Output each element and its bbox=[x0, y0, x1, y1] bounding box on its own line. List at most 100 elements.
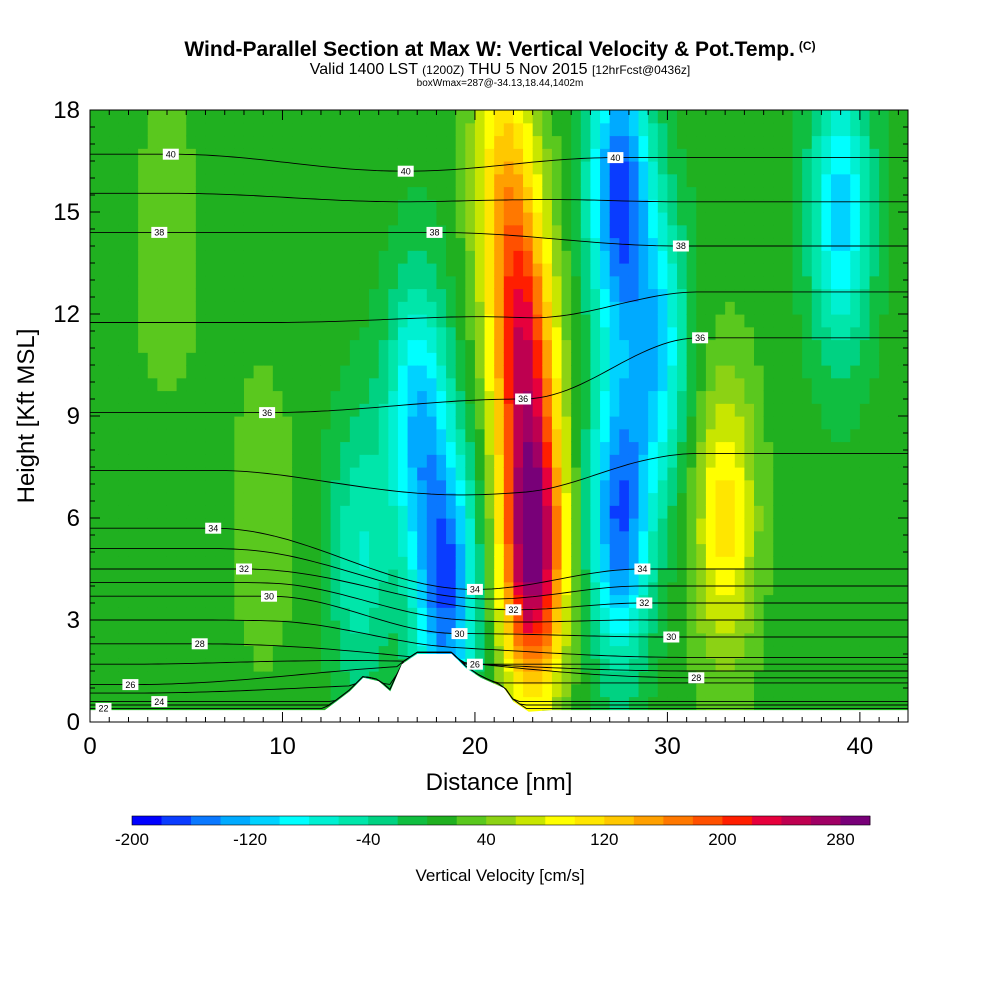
velocity-cell bbox=[802, 148, 813, 162]
velocity-cell bbox=[272, 212, 284, 226]
velocity-cell bbox=[503, 326, 515, 341]
velocity-cell bbox=[513, 403, 524, 417]
velocity-cell bbox=[677, 199, 688, 213]
velocity-cell bbox=[580, 301, 592, 315]
velocity-cell bbox=[195, 671, 207, 685]
velocity-cell bbox=[744, 110, 755, 124]
velocity-cell bbox=[561, 352, 572, 366]
velocity-cell bbox=[898, 237, 908, 251]
velocity-cell bbox=[311, 632, 322, 647]
velocity-cell bbox=[455, 212, 466, 226]
velocity-cell bbox=[263, 199, 274, 213]
velocity-cell bbox=[426, 403, 438, 417]
velocity-cell bbox=[417, 390, 428, 404]
velocity-cell bbox=[99, 530, 110, 545]
velocity-cell bbox=[792, 581, 803, 596]
velocity-cell bbox=[850, 479, 861, 494]
velocity-cell bbox=[600, 543, 611, 557]
velocity-cell bbox=[513, 212, 524, 226]
velocity-cell bbox=[600, 224, 611, 239]
velocity-cell bbox=[725, 467, 736, 481]
velocity-cell bbox=[205, 212, 216, 226]
velocity-cell bbox=[821, 620, 832, 634]
velocity-cell bbox=[118, 339, 130, 353]
velocity-cell bbox=[157, 645, 168, 659]
velocity-cell bbox=[667, 326, 678, 341]
velocity-cell bbox=[397, 505, 409, 519]
velocity-cell bbox=[609, 275, 620, 290]
velocity-cell bbox=[426, 173, 438, 188]
forecast-info: [12hrFcst@0436z] bbox=[591, 63, 691, 77]
velocity-cell bbox=[330, 428, 341, 443]
velocity-cell bbox=[879, 237, 890, 251]
velocity-cell bbox=[90, 326, 101, 341]
velocity-cell bbox=[301, 365, 312, 379]
velocity-cell bbox=[609, 416, 620, 430]
velocity-cell bbox=[763, 594, 774, 608]
velocity-cell bbox=[320, 301, 332, 315]
velocity-cell bbox=[667, 620, 678, 634]
velocity-cell bbox=[465, 467, 476, 481]
velocity-cell bbox=[90, 288, 101, 302]
velocity-cell bbox=[725, 314, 736, 328]
velocity-cell bbox=[802, 594, 813, 608]
velocity-cell bbox=[888, 110, 899, 124]
velocity-cell bbox=[754, 581, 765, 596]
velocity-cell bbox=[186, 581, 197, 596]
velocity-cell bbox=[474, 301, 486, 315]
velocity-cell bbox=[320, 505, 332, 519]
velocity-cell bbox=[859, 339, 871, 353]
velocity-cell bbox=[205, 683, 216, 698]
velocity-cell bbox=[243, 492, 255, 506]
velocity-cell bbox=[754, 632, 765, 647]
velocity-cell bbox=[292, 696, 303, 710]
velocity-cell bbox=[821, 403, 832, 417]
velocity-cell bbox=[677, 377, 688, 392]
velocity-cell bbox=[330, 454, 341, 468]
velocity-cell bbox=[523, 645, 534, 659]
velocity-cell bbox=[166, 543, 178, 557]
velocity-cell bbox=[378, 110, 389, 124]
velocity-cell bbox=[455, 428, 466, 443]
velocity-cell bbox=[253, 263, 264, 277]
velocity-cell bbox=[234, 441, 245, 455]
velocity-cell bbox=[292, 530, 303, 545]
velocity-cell bbox=[542, 441, 553, 455]
velocity-cell bbox=[378, 441, 389, 455]
velocity-cell bbox=[657, 632, 669, 647]
velocity-cell bbox=[542, 250, 553, 264]
velocity-cell bbox=[513, 518, 524, 532]
velocity-cell bbox=[292, 250, 303, 264]
velocity-cell bbox=[532, 161, 543, 175]
velocity-cell bbox=[705, 288, 717, 302]
velocity-cell bbox=[349, 441, 361, 455]
velocity-cell bbox=[879, 352, 890, 366]
velocity-cell bbox=[426, 428, 438, 443]
velocity-cell bbox=[474, 275, 486, 290]
velocity-cell bbox=[840, 110, 851, 124]
velocity-cell bbox=[773, 428, 784, 443]
velocity-cell bbox=[831, 467, 842, 481]
velocity-cell bbox=[263, 275, 274, 290]
velocity-cell bbox=[715, 352, 726, 366]
velocity-cell bbox=[147, 416, 158, 430]
velocity-cell bbox=[417, 224, 428, 239]
velocity-cell bbox=[898, 658, 908, 672]
velocity-cell bbox=[340, 467, 351, 481]
velocity-cell bbox=[503, 492, 515, 506]
velocity-cell bbox=[147, 377, 158, 392]
velocity-cell bbox=[186, 301, 197, 315]
velocity-cell bbox=[686, 275, 697, 290]
velocity-cell bbox=[128, 275, 139, 290]
velocity-cell bbox=[725, 620, 736, 634]
velocity-cell bbox=[407, 632, 418, 647]
velocity-cell bbox=[311, 365, 322, 379]
velocity-cell bbox=[551, 275, 563, 290]
velocity-cell bbox=[369, 339, 380, 353]
velocity-cell bbox=[667, 237, 678, 251]
velocity-cell bbox=[186, 416, 197, 430]
velocity-cell bbox=[898, 620, 908, 634]
velocity-cell bbox=[215, 212, 226, 226]
velocity-cell bbox=[311, 543, 322, 557]
